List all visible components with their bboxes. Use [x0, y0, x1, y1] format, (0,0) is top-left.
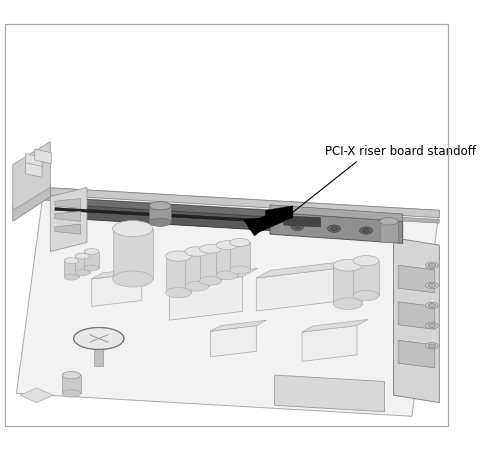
Ellipse shape — [426, 283, 439, 289]
Polygon shape — [26, 163, 42, 178]
Ellipse shape — [291, 224, 304, 231]
Ellipse shape — [428, 284, 436, 288]
Ellipse shape — [426, 323, 439, 329]
Ellipse shape — [230, 239, 250, 247]
Ellipse shape — [149, 202, 171, 211]
Polygon shape — [92, 273, 142, 307]
Ellipse shape — [428, 324, 436, 328]
Ellipse shape — [185, 282, 209, 291]
Polygon shape — [249, 209, 284, 234]
Polygon shape — [13, 143, 50, 211]
Ellipse shape — [62, 372, 81, 379]
Polygon shape — [16, 188, 439, 416]
Polygon shape — [55, 199, 81, 209]
Polygon shape — [13, 184, 50, 222]
Polygon shape — [398, 266, 435, 293]
Ellipse shape — [185, 247, 209, 257]
Ellipse shape — [353, 256, 379, 266]
Text: PCI-X riser board standoff: PCI-X riser board standoff — [286, 145, 476, 218]
Polygon shape — [380, 222, 398, 243]
Polygon shape — [55, 204, 394, 238]
Polygon shape — [210, 326, 256, 357]
Ellipse shape — [428, 304, 436, 308]
Ellipse shape — [166, 288, 191, 298]
Polygon shape — [199, 249, 221, 281]
Polygon shape — [270, 213, 403, 244]
Ellipse shape — [328, 226, 341, 233]
Polygon shape — [44, 188, 439, 218]
Polygon shape — [353, 261, 379, 296]
Ellipse shape — [353, 291, 379, 301]
Ellipse shape — [64, 275, 79, 281]
Ellipse shape — [84, 249, 99, 255]
Polygon shape — [185, 252, 209, 287]
Polygon shape — [92, 267, 153, 279]
Ellipse shape — [363, 229, 369, 233]
Polygon shape — [75, 257, 90, 273]
Polygon shape — [256, 269, 334, 311]
Ellipse shape — [331, 227, 337, 231]
Ellipse shape — [230, 266, 250, 274]
Ellipse shape — [75, 253, 90, 259]
Polygon shape — [394, 238, 439, 403]
Polygon shape — [35, 150, 51, 164]
Polygon shape — [270, 205, 403, 222]
Polygon shape — [216, 246, 238, 276]
Ellipse shape — [62, 390, 81, 397]
Ellipse shape — [216, 241, 238, 250]
Ellipse shape — [216, 272, 238, 280]
Polygon shape — [398, 302, 435, 330]
Ellipse shape — [426, 303, 439, 309]
Ellipse shape — [75, 270, 90, 276]
Polygon shape — [398, 341, 435, 368]
Polygon shape — [302, 320, 368, 332]
Ellipse shape — [428, 264, 436, 267]
Polygon shape — [149, 206, 171, 223]
Ellipse shape — [360, 227, 373, 235]
Ellipse shape — [426, 343, 439, 349]
Ellipse shape — [294, 226, 300, 229]
Polygon shape — [302, 326, 357, 362]
Ellipse shape — [112, 221, 153, 237]
Ellipse shape — [112, 272, 153, 287]
Ellipse shape — [333, 260, 362, 272]
Polygon shape — [244, 206, 293, 236]
Polygon shape — [284, 216, 320, 227]
Ellipse shape — [74, 328, 124, 350]
Polygon shape — [55, 198, 394, 225]
Polygon shape — [64, 261, 79, 277]
Ellipse shape — [149, 219, 171, 227]
Polygon shape — [112, 229, 153, 279]
Polygon shape — [256, 262, 348, 278]
Polygon shape — [210, 321, 266, 331]
Polygon shape — [94, 343, 103, 366]
Ellipse shape — [84, 266, 99, 272]
Polygon shape — [62, 375, 81, 394]
Ellipse shape — [333, 298, 362, 310]
Ellipse shape — [64, 258, 79, 264]
Polygon shape — [230, 243, 250, 270]
Ellipse shape — [380, 218, 398, 226]
Ellipse shape — [426, 262, 439, 269]
Polygon shape — [55, 225, 81, 235]
Ellipse shape — [166, 252, 191, 262]
Polygon shape — [333, 266, 362, 304]
Polygon shape — [50, 188, 87, 252]
Polygon shape — [166, 257, 191, 293]
Ellipse shape — [199, 245, 221, 253]
Polygon shape — [55, 212, 81, 222]
Polygon shape — [84, 252, 99, 268]
Polygon shape — [169, 277, 243, 321]
Polygon shape — [55, 208, 394, 230]
Polygon shape — [20, 388, 53, 403]
Ellipse shape — [428, 344, 436, 348]
Polygon shape — [26, 154, 42, 169]
Polygon shape — [44, 197, 439, 224]
Ellipse shape — [199, 277, 221, 285]
Polygon shape — [169, 269, 257, 286]
Polygon shape — [275, 375, 385, 412]
